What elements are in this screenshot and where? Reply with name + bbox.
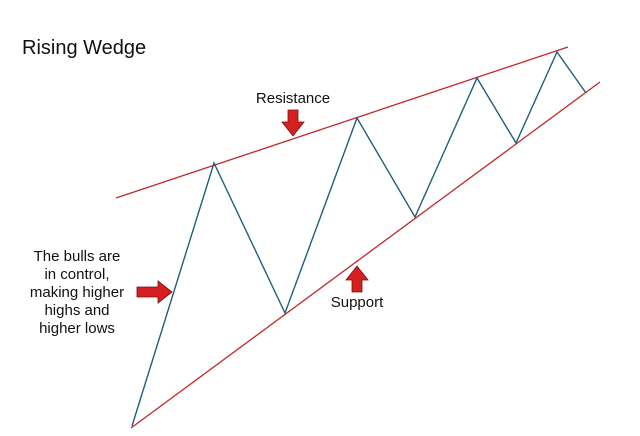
arrow-down-icon: [281, 109, 305, 137]
resistance-label: Resistance: [256, 90, 330, 107]
bulls-note-line: The bulls are: [34, 248, 121, 265]
diagram-title: Rising Wedge: [22, 37, 146, 59]
support-trendline: [130, 81, 601, 429]
arrow-up-icon: [345, 265, 369, 293]
bulls-note-line: making higher: [30, 284, 124, 301]
arrow-right-icon: [136, 280, 173, 304]
bulls-note-line: highs and: [44, 302, 109, 319]
bulls-note: The bulls are in control, making higher …: [30, 248, 124, 337]
price-path: [131, 50, 587, 427]
resistance-trendline: [115, 46, 569, 199]
bulls-note-line: in control,: [44, 266, 109, 283]
support-label: Support: [331, 294, 384, 311]
bulls-note-line: higher lows: [39, 320, 115, 337]
